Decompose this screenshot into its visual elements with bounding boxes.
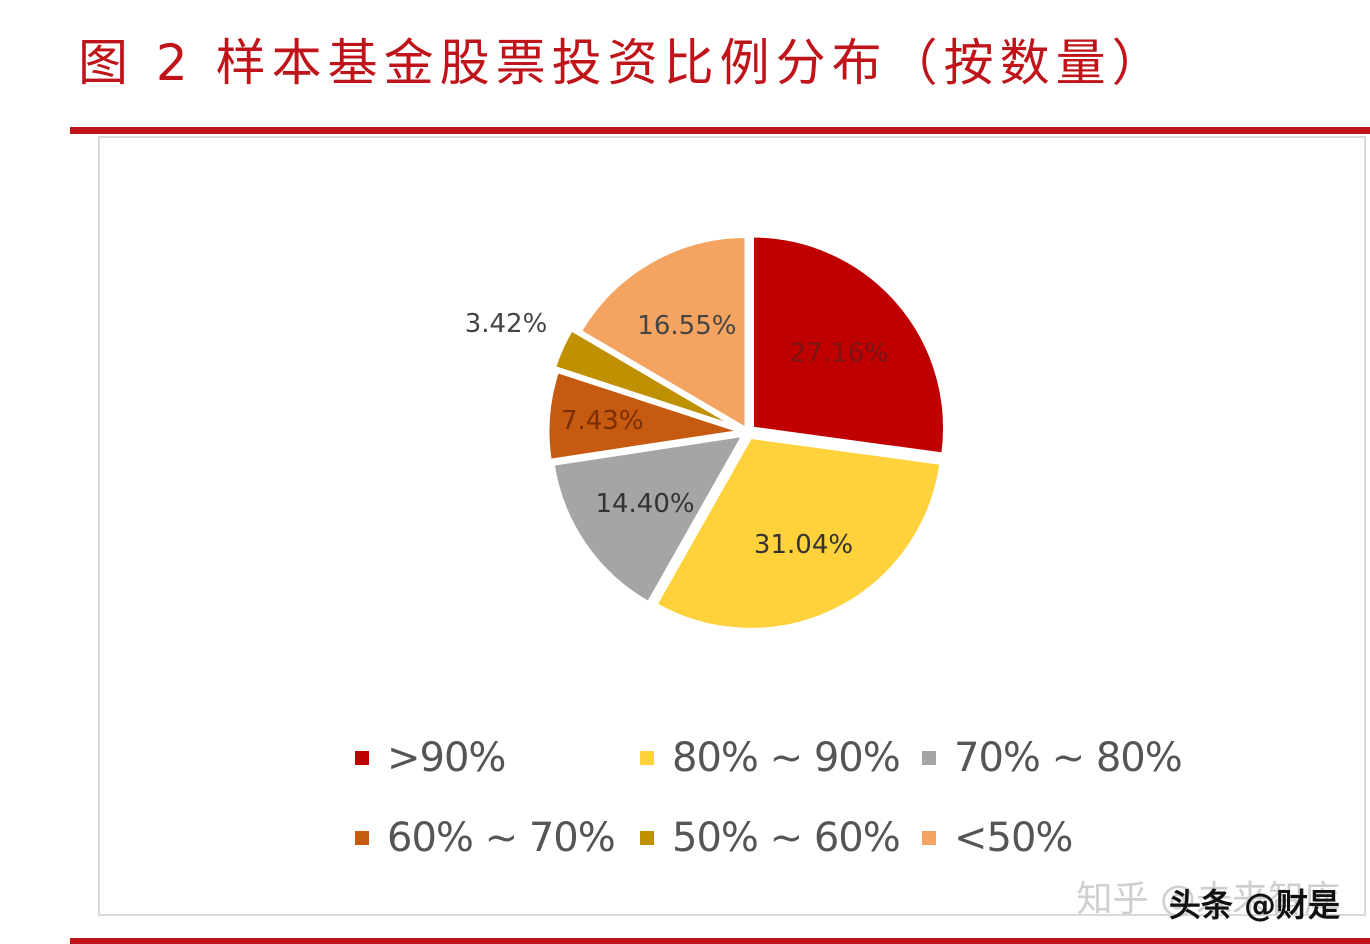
pie-slice-60-70: [546, 369, 741, 462]
data-label-gt90: 27.16%: [790, 338, 889, 368]
legend-label: 50% ~ 60%: [672, 815, 901, 861]
data-label-70-80: 14.40%: [595, 489, 694, 519]
legend-label: <50%: [954, 815, 1073, 861]
data-label-80-90: 31.04%: [754, 530, 853, 560]
legend-item-70-80: 70% ~ 80%: [922, 728, 1183, 788]
legend-swatch: [640, 751, 654, 765]
pie-slice-lt50: [578, 235, 748, 432]
data-label-50-60: 3.42%: [465, 309, 548, 339]
watermark-toutiao: 头条 @财是: [1168, 886, 1340, 924]
chart-title: 图 2 样本基金股票投资比例分布（按数量）: [78, 34, 1168, 92]
legend-label: >90%: [387, 735, 506, 781]
legend-item-80-90: 80% ~ 90%: [640, 728, 901, 788]
data-label-lt50: 16.55%: [637, 311, 736, 341]
pie-slice-70-80: [551, 433, 746, 605]
legend-swatch: [922, 831, 936, 845]
legend-item-60-70: 60% ~ 70%: [355, 808, 616, 868]
legend-swatch: [922, 751, 936, 765]
pie-slice-50-60: [552, 327, 738, 429]
legend-label: 80% ~ 90%: [672, 735, 901, 781]
pie-slice-gt90: [751, 234, 946, 456]
pie-slices: [546, 234, 946, 631]
legend-label: 70% ~ 80%: [954, 735, 1183, 781]
bottom-divider: [70, 938, 1370, 944]
legend-swatch: [355, 831, 369, 845]
legend-item-50-60: 50% ~ 60%: [640, 808, 901, 868]
watermark: 知乎 @未来智库 头条 @财是: [1076, 870, 1340, 924]
title-divider: [70, 127, 1370, 134]
legend-swatch: [355, 751, 369, 765]
legend: >90% 80% ~ 90% 70% ~ 80% 60% ~ 70% 50% ~…: [355, 728, 1255, 898]
legend-swatch: [640, 831, 654, 845]
legend-item-lt50: <50%: [922, 808, 1073, 868]
pie-slice-80-90: [654, 435, 943, 631]
data-label-60-70: 7.43%: [561, 406, 644, 436]
pie-labels: 27.16% 31.04% 14.40% 7.43% 3.42% 16.55%: [465, 309, 889, 560]
legend-item-gt90: >90%: [355, 728, 506, 788]
legend-label: 60% ~ 70%: [387, 815, 616, 861]
watermark-zhihu: 知乎 @未来智库: [1076, 879, 1340, 920]
